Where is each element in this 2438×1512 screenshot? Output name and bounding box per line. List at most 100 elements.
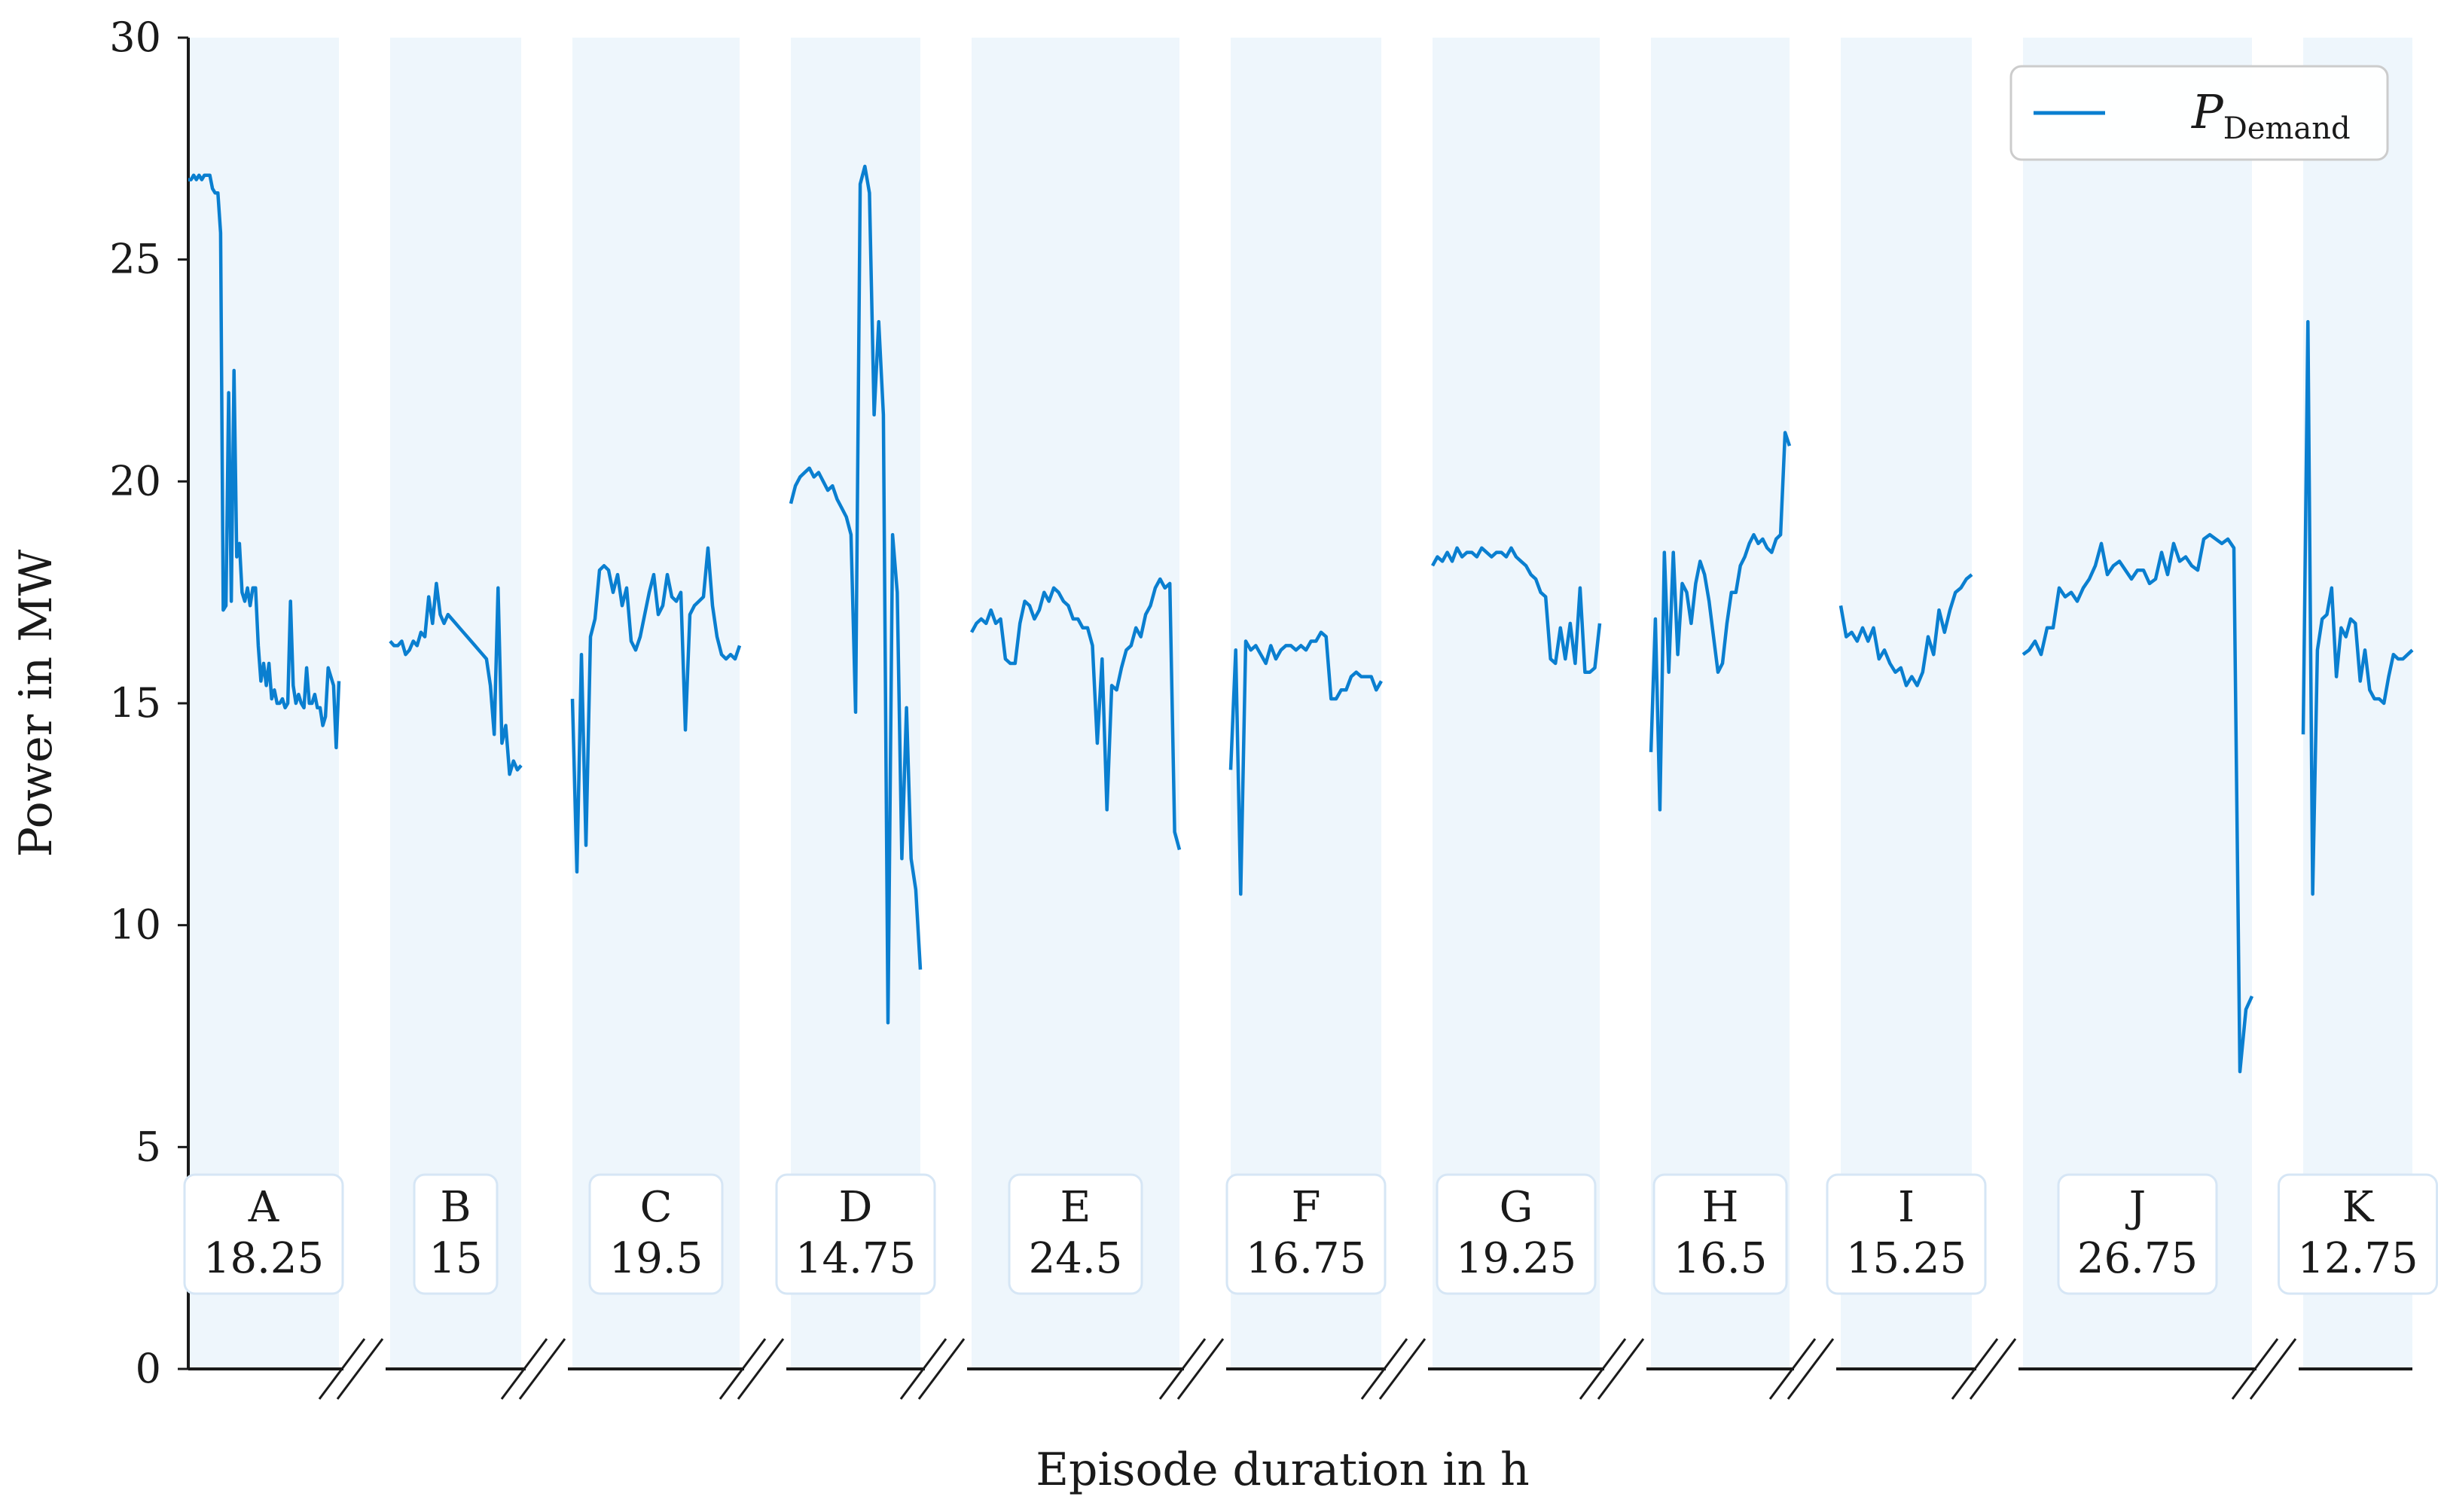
- episode-band-a: [188, 38, 339, 1369]
- y-tick-label: 10: [109, 901, 161, 949]
- series-line-episode-j: [2021, 532, 2254, 1074]
- break-slash: [500, 1338, 548, 1400]
- axis-gap: [925, 1363, 967, 1375]
- break-slash: [1378, 1338, 1426, 1400]
- episode-name-label: E: [1060, 1183, 1091, 1232]
- legend-subscript: Demand: [2223, 111, 2351, 146]
- break-slash: [737, 1338, 785, 1400]
- series-line-episode-g: [1431, 546, 1602, 674]
- break-slash: [1176, 1338, 1225, 1400]
- episode-label-box: [775, 1173, 936, 1295]
- episode-name-label: J: [2125, 1183, 2146, 1232]
- episode-name-label: F: [1292, 1183, 1321, 1232]
- episode-duration-label: 16.5: [1674, 1234, 1768, 1283]
- axis-gap: [526, 1363, 568, 1375]
- series-line-episode-i: [1838, 573, 1973, 687]
- legend-box: [2009, 65, 2389, 161]
- episode-label-box: [413, 1173, 499, 1295]
- break-slash: [899, 1338, 947, 1400]
- episode-label-box: [2278, 1173, 2438, 1295]
- episode-band-e: [972, 38, 1179, 1369]
- axis-break-marks: [318, 1338, 2299, 1400]
- y-tick-label: 5: [136, 1123, 161, 1170]
- break-slash: [518, 1338, 566, 1400]
- series-line-episode-d: [789, 164, 923, 1025]
- axis-gap: [1604, 1363, 1646, 1375]
- break-slash: [1768, 1338, 1817, 1400]
- break-slash: [1969, 1338, 2017, 1400]
- episode-duration-label: 15.25: [1846, 1234, 1967, 1283]
- axis-gap: [1976, 1363, 2018, 1375]
- axis-gap: [2256, 1363, 2299, 1375]
- episode-band-c: [572, 38, 740, 1369]
- series-line-episode-k: [2301, 319, 2414, 896]
- episode-bands: [188, 38, 2412, 1369]
- episode-name-label: I: [1898, 1183, 1915, 1232]
- episode-name-label: K: [2342, 1183, 2375, 1232]
- episode-name-label: H: [1702, 1183, 1739, 1232]
- legend-symbol: P: [2191, 84, 2224, 139]
- episode-band-k: [2303, 38, 2412, 1369]
- break-slash: [1787, 1338, 1835, 1400]
- break-slash: [1158, 1338, 1207, 1400]
- episode-duration-label: 15: [429, 1234, 482, 1283]
- episode-name-label: G: [1500, 1183, 1533, 1232]
- episode-band-j: [2023, 38, 2252, 1369]
- break-slash: [917, 1338, 966, 1400]
- legend: PDemand: [2009, 65, 2389, 161]
- episode-duration-label: 12.75: [2297, 1234, 2418, 1283]
- axis-gap: [1794, 1363, 1836, 1375]
- episode-name-label: A: [248, 1183, 279, 1232]
- episode-labels: A18.25 B15 C19.5 D14.75 E24.5 F16.75 G19.25 H16…: [183, 1173, 2438, 1295]
- axis-gap: [744, 1363, 786, 1375]
- episode-label-box: [1225, 1173, 1387, 1295]
- legend-entry-p-demand: PDemand: [2191, 84, 2351, 146]
- break-slash: [336, 1338, 384, 1400]
- episode-duration-label: 16.75: [1246, 1234, 1366, 1283]
- episode-duration-label: 18.25: [203, 1234, 324, 1283]
- episode-label-box: [183, 1173, 344, 1295]
- episode-name-label: B: [440, 1183, 471, 1232]
- episode-band-g: [1433, 38, 1600, 1369]
- axis-gap: [343, 1363, 386, 1375]
- y-tick-label: 15: [109, 679, 161, 727]
- break-slash: [1951, 1338, 1999, 1400]
- episode-label-box: [2057, 1173, 2218, 1295]
- series-line-episode-h: [1649, 431, 1792, 812]
- series-line-episode-e: [970, 577, 1182, 851]
- episode-label-box: [1436, 1173, 1597, 1295]
- episode-band-h: [1651, 38, 1790, 1369]
- series-line-episode-a: [188, 173, 341, 750]
- episode-name-label: D: [839, 1183, 873, 1232]
- x-axis-label: Episode duration in h: [1036, 1443, 1530, 1496]
- episode-band-f: [1231, 38, 1381, 1369]
- axis-gap: [1184, 1363, 1226, 1375]
- episode-duration-label: 19.5: [609, 1234, 703, 1283]
- break-slash: [318, 1338, 366, 1400]
- episode-duration-label: 24.5: [1029, 1234, 1123, 1283]
- y-tick-label: 25: [109, 236, 161, 283]
- episode-label-box: [588, 1173, 724, 1295]
- episode-band-i: [1841, 38, 1972, 1369]
- episode-label-box: [1652, 1173, 1788, 1295]
- y-axis-label: Power in MW: [10, 549, 63, 857]
- y-tick-label: 20: [109, 457, 161, 505]
- episode-duration-label: 14.75: [795, 1234, 916, 1283]
- axis-gap: [1386, 1363, 1428, 1375]
- y-ticks: 0 5 10 15 20 25 30: [109, 14, 188, 1392]
- series-line-episode-c: [570, 546, 742, 874]
- break-slash: [2249, 1338, 2297, 1400]
- series-line-episode-f: [1228, 630, 1383, 896]
- episode-duration-label: 19.25: [1456, 1234, 1576, 1283]
- series-p-demand: [188, 164, 2414, 1074]
- episode-name-label: C: [640, 1183, 673, 1232]
- episode-label-box: [1826, 1173, 1987, 1295]
- y-tick-label: 30: [109, 14, 161, 61]
- break-slash: [719, 1338, 767, 1400]
- break-slash: [1597, 1338, 1645, 1400]
- y-tick-label: 0: [136, 1345, 161, 1392]
- episode-duration-label: 26.75: [2077, 1234, 2198, 1283]
- episode-label-box: [1008, 1173, 1143, 1295]
- break-slash: [2231, 1338, 2279, 1400]
